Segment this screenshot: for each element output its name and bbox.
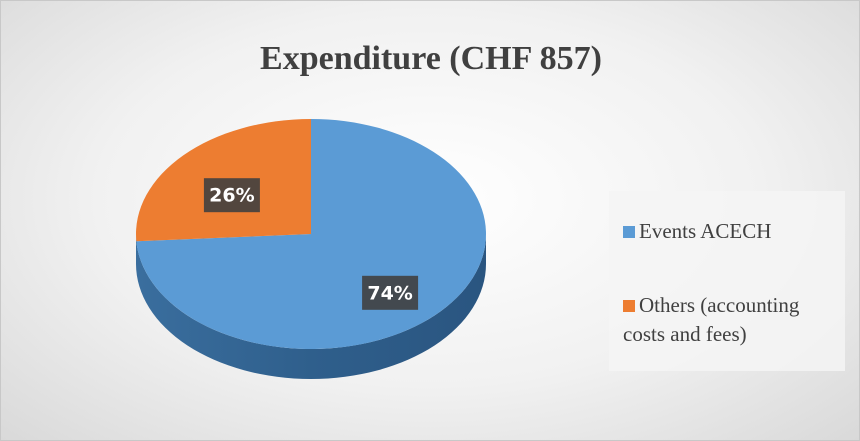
legend-label: Events ACECH [639,219,772,243]
data-label: 26% [209,185,254,207]
legend: Events ACECH Others (accounting costs and… [609,191,845,371]
legend-label: Others (accounting costs and fees) [623,293,800,346]
data-label-box [203,178,260,213]
chart-title: Expenditure (CHF 857) [260,40,602,77]
legend-entry: Events ACECH [623,217,843,246]
legend-swatch [623,226,635,238]
legend-entry: Others (accounting costs and fees) [623,291,843,349]
legend-swatch [623,300,635,312]
data-label-box [362,275,419,310]
data-label: 74% [367,282,412,304]
pie-side [136,234,486,379]
